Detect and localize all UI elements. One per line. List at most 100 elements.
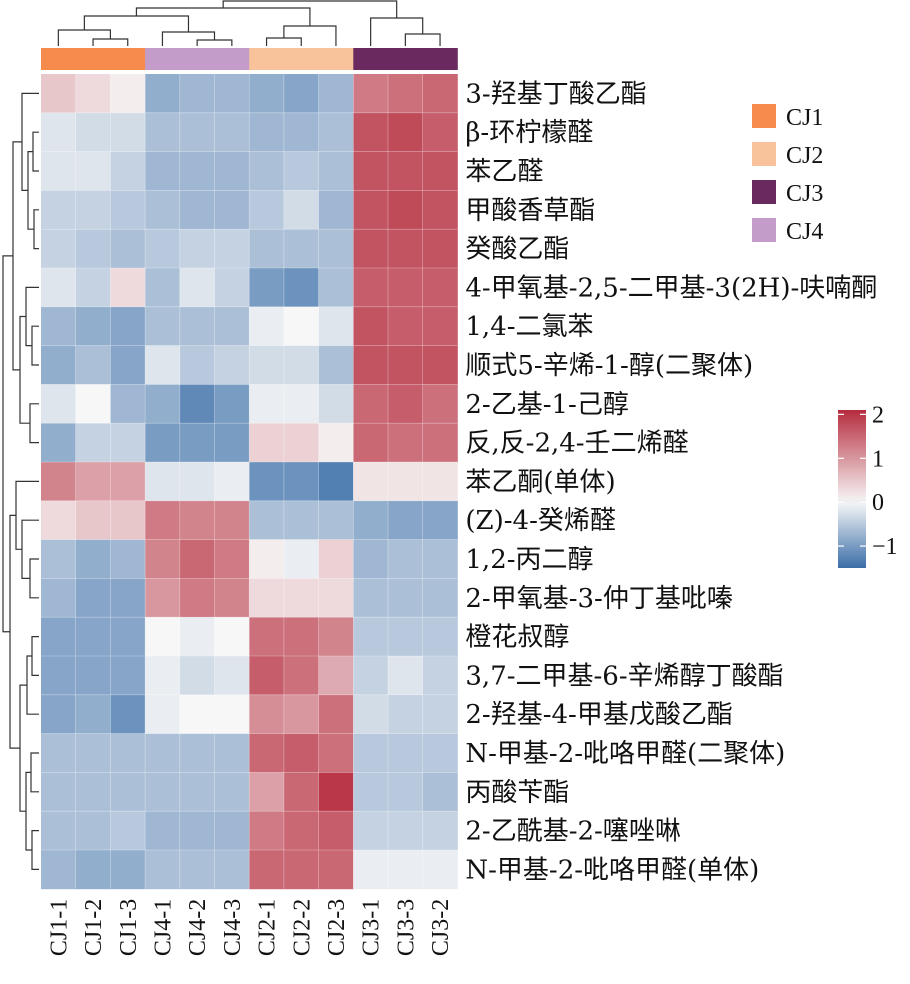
heatmap-cell xyxy=(422,268,458,308)
row-label: 3,7-二甲基-6-辛烯醇丁酸酯 xyxy=(465,661,783,691)
dendrogram-branch xyxy=(222,0,398,18)
row-dendrogram xyxy=(2,92,39,870)
heatmap-cell xyxy=(422,500,458,540)
heatmap-cell xyxy=(110,423,146,463)
heatmap-cell xyxy=(75,578,111,618)
colorbar-tick-label: 2 xyxy=(872,402,884,428)
group-annotation-cell xyxy=(145,48,181,70)
heatmap-cell xyxy=(283,306,319,346)
heatmap-cell xyxy=(179,811,215,851)
heatmap-cell xyxy=(110,268,146,308)
heatmap-cell xyxy=(145,423,181,463)
heatmap-cell xyxy=(283,850,319,890)
heatmap-cell xyxy=(41,850,77,890)
heatmap-cell xyxy=(283,811,319,851)
heatmap-cell xyxy=(249,500,285,540)
legend-swatch xyxy=(752,142,776,166)
heatmap-cell xyxy=(214,190,250,230)
heatmap-cell xyxy=(388,423,424,463)
heatmap-cell xyxy=(179,190,215,230)
column-label: CJ2-1 xyxy=(255,899,281,956)
heatmap-cell xyxy=(422,345,458,385)
heatmap-cell xyxy=(283,617,319,657)
heatmap-cell xyxy=(145,500,181,540)
heatmap-cell xyxy=(75,345,111,385)
dendrogram-branch xyxy=(370,17,424,46)
heatmap-cell xyxy=(145,811,181,851)
heatmap-cell xyxy=(388,500,424,540)
heatmap-cell xyxy=(353,500,389,540)
row-label: 4-甲氧基-2,5-二甲基-3(2H)-呋喃酮 xyxy=(465,273,877,303)
heatmap-cell xyxy=(422,578,458,618)
heatmap-cell xyxy=(422,229,458,269)
heatmap-cell xyxy=(41,345,77,385)
column-label: CJ1-1 xyxy=(46,899,72,956)
heatmap-cell xyxy=(41,112,77,152)
heatmap-cell xyxy=(353,733,389,773)
legend-swatch xyxy=(752,180,776,204)
heatmap-cell xyxy=(283,345,319,385)
heatmap-cell xyxy=(353,772,389,812)
heatmap-cell xyxy=(388,617,424,657)
heatmap-cell xyxy=(422,112,458,152)
dendrogram-branch xyxy=(196,39,233,46)
heatmap-cell xyxy=(249,151,285,191)
heatmap-cell xyxy=(283,74,319,114)
group-annotation-cell xyxy=(388,48,424,70)
heatmap-cell xyxy=(179,539,215,579)
colorbar: 2 1 0 −1 xyxy=(838,402,898,568)
heatmap-cell xyxy=(110,462,146,502)
dendrogram-branch xyxy=(57,29,111,46)
column-labels: CJ1-1 CJ1-2 CJ1-3 CJ4-1 CJ4-2 CJ4-3 CJ2-1 CJ2-2… xyxy=(46,899,454,956)
heatmap-cell xyxy=(283,423,319,463)
heatmap-cell xyxy=(41,190,77,230)
heatmap-cell xyxy=(110,578,146,618)
heatmap-cell xyxy=(249,74,285,114)
heatmap-cell xyxy=(318,539,354,579)
row-label: 橙花叔醇 xyxy=(465,623,569,653)
dendrogram-branch xyxy=(31,636,39,676)
column-label: CJ1-3 xyxy=(116,899,142,956)
heatmap-cell xyxy=(214,112,250,152)
heatmap-cell xyxy=(179,617,215,657)
heatmap-cell xyxy=(388,151,424,191)
heatmap-cell xyxy=(353,462,389,502)
heatmap-cell xyxy=(179,694,215,734)
heatmap-cell xyxy=(422,423,458,463)
heatmap-cell xyxy=(75,268,111,308)
dendrogram-branch xyxy=(29,558,39,599)
colorbar-gradient xyxy=(838,410,866,568)
heatmap-cell xyxy=(283,539,319,579)
dendrogram-branch xyxy=(33,209,39,250)
heatmap-cell xyxy=(353,850,389,890)
heatmap-cell xyxy=(318,306,354,346)
heatmap-cell xyxy=(283,772,319,812)
heatmap-cell xyxy=(75,733,111,773)
heatmap-cell xyxy=(388,74,424,114)
heatmap-cell xyxy=(214,694,250,734)
heatmap-cell xyxy=(318,151,354,191)
heatmap-cell xyxy=(249,268,285,308)
heatmap-cell xyxy=(318,268,354,308)
heatmap-cell xyxy=(179,112,215,152)
heatmap-cell xyxy=(249,384,285,424)
heatmap-cell xyxy=(249,772,285,812)
heatmap-cell xyxy=(145,772,181,812)
group-annotation-cell xyxy=(110,48,146,70)
heatmap-cell xyxy=(283,500,319,540)
heatmap-cell xyxy=(318,345,354,385)
group-annotation-cell xyxy=(318,48,354,70)
heatmap-cell xyxy=(214,578,250,618)
row-label: N-甲基-2-吡咯甲醛(二聚体) xyxy=(465,739,785,769)
legend-label: CJ2 xyxy=(786,143,823,169)
heatmap-cell xyxy=(249,578,285,618)
heatmap-cell xyxy=(179,268,215,308)
heatmap-cell xyxy=(249,112,285,152)
heatmap-cell xyxy=(110,74,146,114)
heatmap-cell xyxy=(145,74,181,114)
heatmap-cell xyxy=(318,423,354,463)
heatmap-cell xyxy=(353,384,389,424)
heatmap-cell xyxy=(422,190,458,230)
